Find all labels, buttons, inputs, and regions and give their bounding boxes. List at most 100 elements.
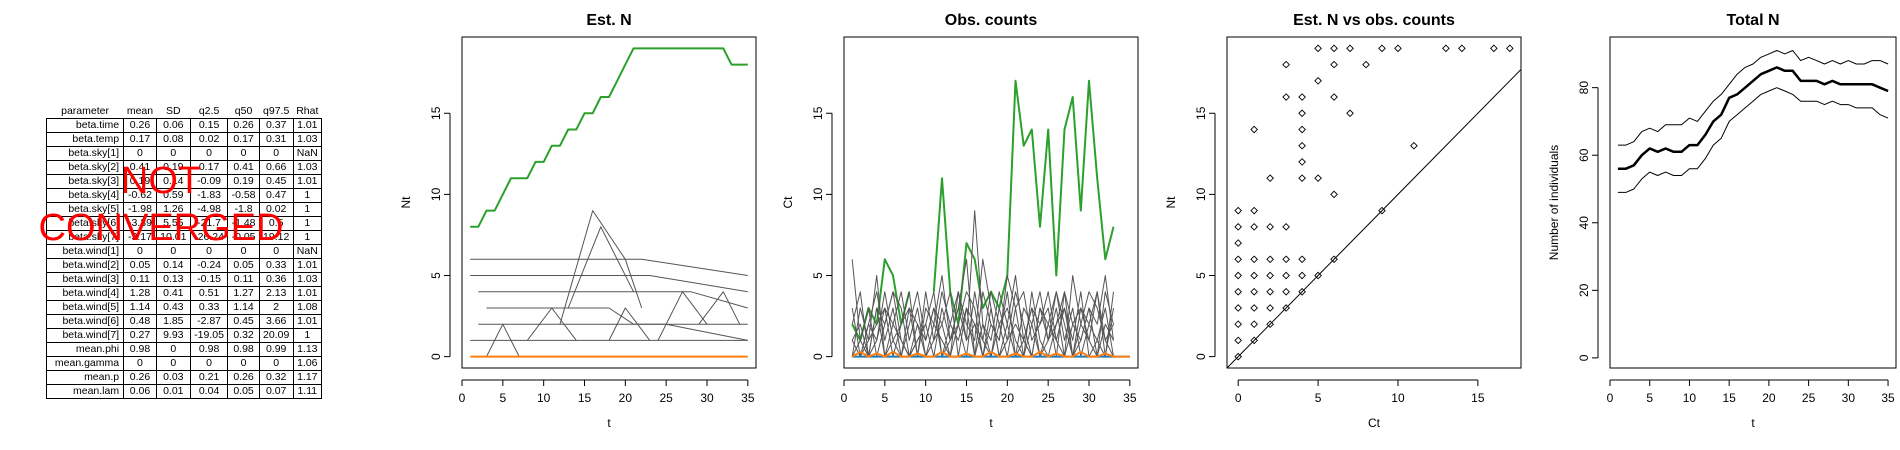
- x-tick-label: 5: [499, 391, 506, 405]
- plot-frame: [461, 36, 757, 369]
- series-line: [478, 323, 748, 341]
- x-tick-label: 5: [881, 391, 888, 405]
- data-point: [1282, 304, 1290, 312]
- table-cell: 0.32: [227, 328, 260, 343]
- series-line: [851, 350, 1130, 358]
- y-tick-label: 0: [1577, 354, 1591, 361]
- data-point: [1282, 60, 1290, 69]
- series-line: [851, 258, 911, 342]
- table-cell: -3.39: [123, 216, 157, 231]
- table-cell: 2.13: [258, 286, 294, 301]
- parameter-name-cell: beta.wind[6]: [45, 314, 125, 329]
- series-line: [851, 291, 1114, 358]
- x-axis-label: Ct: [1368, 416, 1381, 430]
- table-cell: -0.05: [227, 230, 260, 245]
- parameter-name-cell: beta.sky[2]: [45, 160, 125, 175]
- table-row: beta.wind[1] 0 0 0 0 0 NaN: [45, 244, 323, 259]
- data-point: [1234, 255, 1243, 264]
- data-point: [1298, 93, 1306, 101]
- data-point: [1314, 174, 1322, 182]
- table-cell: 5.55: [155, 216, 191, 231]
- data-point: [1266, 271, 1274, 280]
- table-row: beta.wind[3] 0.11 0.13 -0.15 0.11 0.36 1.03: [45, 272, 323, 287]
- parameter-summary-table-container: parameter mean SD q2.5 q50 q97.5 Rhat be…: [45, 105, 323, 399]
- series-line: [932, 79, 1115, 326]
- x-tick-label: 20: [1762, 391, 1776, 405]
- table-row: beta.sky[3] 0.19 0.14 -0.09 0.19 0.45 1.01: [45, 174, 323, 189]
- x-tick-label: 30: [1842, 391, 1856, 405]
- series-line: [486, 323, 520, 357]
- data-point: [1330, 44, 1338, 53]
- table-cell: 1.06: [292, 356, 323, 371]
- table-cell: 0.59: [155, 188, 191, 203]
- x-tick-label: 35: [741, 391, 755, 405]
- data-point: [1250, 223, 1258, 231]
- x-tick-label: 15: [1471, 391, 1485, 405]
- y-axis-label: Nt: [1164, 196, 1178, 209]
- y-axis-label: Number of individuals: [1547, 145, 1561, 260]
- table-row: beta.temp 0.17 0.08 0.02 0.17 0.31 1.03: [45, 132, 323, 147]
- plot-frame: [1609, 36, 1897, 369]
- x-tick-label: 35: [1123, 391, 1137, 405]
- data-point: [1250, 125, 1258, 134]
- data-point: [1330, 255, 1338, 264]
- data-point: [1346, 109, 1354, 118]
- data-point: [1298, 109, 1306, 118]
- x-tick-label: 30: [700, 391, 714, 405]
- series-line: [1617, 66, 1889, 170]
- chart-2: Est. N vs obs. counts 0 5 10 15 Ct 0 5 10 15 Nt: [1164, 12, 1522, 430]
- chart-1: Obs. counts 0 5 10 15 20 25 30 35 t 0 5 10 15 Ct: [781, 12, 1139, 430]
- data-point: [1282, 223, 1290, 231]
- data-point: [1250, 320, 1258, 329]
- table-cell: 0.26: [227, 118, 260, 133]
- data-point: [1282, 287, 1290, 296]
- x-tick-label: 15: [1722, 391, 1736, 405]
- table-cell: 1.11: [292, 384, 323, 399]
- x-tick-label: 5: [1315, 391, 1322, 405]
- table-cell: 0.19: [227, 174, 260, 189]
- parameter-name-cell: beta.sky[6]: [45, 216, 125, 231]
- x-tick-label: 5: [1646, 391, 1653, 405]
- data-point: [1266, 255, 1274, 264]
- table-cell: 1.01: [292, 258, 323, 273]
- data-point: [1266, 287, 1274, 296]
- table-cell: 0.26: [227, 370, 260, 385]
- y-tick-label: 10: [811, 187, 825, 201]
- x-tick-label: 15: [960, 391, 974, 405]
- table-cell: 0.04: [189, 384, 229, 399]
- table-cell: 19.12: [258, 230, 294, 245]
- table-cell: 0.98: [189, 342, 229, 357]
- table-row: beta.sky[2] 0.41 0.19 0.17 0.41 0.66 1.03: [45, 160, 323, 175]
- data-point: [1234, 336, 1243, 345]
- data-point: [1266, 320, 1274, 329]
- y-axis: 0 5 10 15: [1194, 106, 1216, 360]
- data-point: [1250, 206, 1258, 215]
- parameter-name-cell: beta.wind[2]: [45, 258, 125, 273]
- series-line: [851, 258, 1114, 358]
- data-point: [1298, 174, 1306, 182]
- y-axis: 0 5 10 15: [811, 106, 833, 360]
- x-axis-label: t: [1751, 416, 1755, 430]
- col-header-q97-5: q97.5: [263, 105, 290, 117]
- parameter-summary-table: parameter mean SD q2.5 q50 q97.5 Rhat be…: [45, 105, 323, 399]
- table-cell: 0.98: [227, 342, 260, 357]
- chart-3: Total N 0 5 10 15 20 25 30 35 t 0 20 40 60 80 Number of…: [1547, 12, 1897, 430]
- col-header-parameter: parameter: [61, 105, 109, 117]
- data-point: [1410, 141, 1418, 150]
- y-axis: 0 5 10 15: [429, 106, 451, 360]
- data-point: [1378, 44, 1386, 53]
- y-tick-label: 0: [1194, 353, 1208, 360]
- table-row: beta.wind[7] 0.27 9.93 -19.05 0.32 20.09 1: [45, 328, 323, 343]
- x-tick-label: 0: [1607, 391, 1614, 405]
- x-tick-label: 20: [619, 391, 633, 405]
- chart-title: Est. N: [586, 12, 631, 29]
- col-header-mean: mean: [126, 105, 154, 117]
- x-axis-label: t: [607, 416, 611, 430]
- y-tick-label: 10: [1194, 187, 1208, 201]
- data-point: [1266, 174, 1274, 182]
- data-point: [1442, 44, 1450, 53]
- data-point: [1490, 44, 1498, 53]
- series-line: [470, 275, 748, 293]
- plot-area: [1227, 44, 1521, 368]
